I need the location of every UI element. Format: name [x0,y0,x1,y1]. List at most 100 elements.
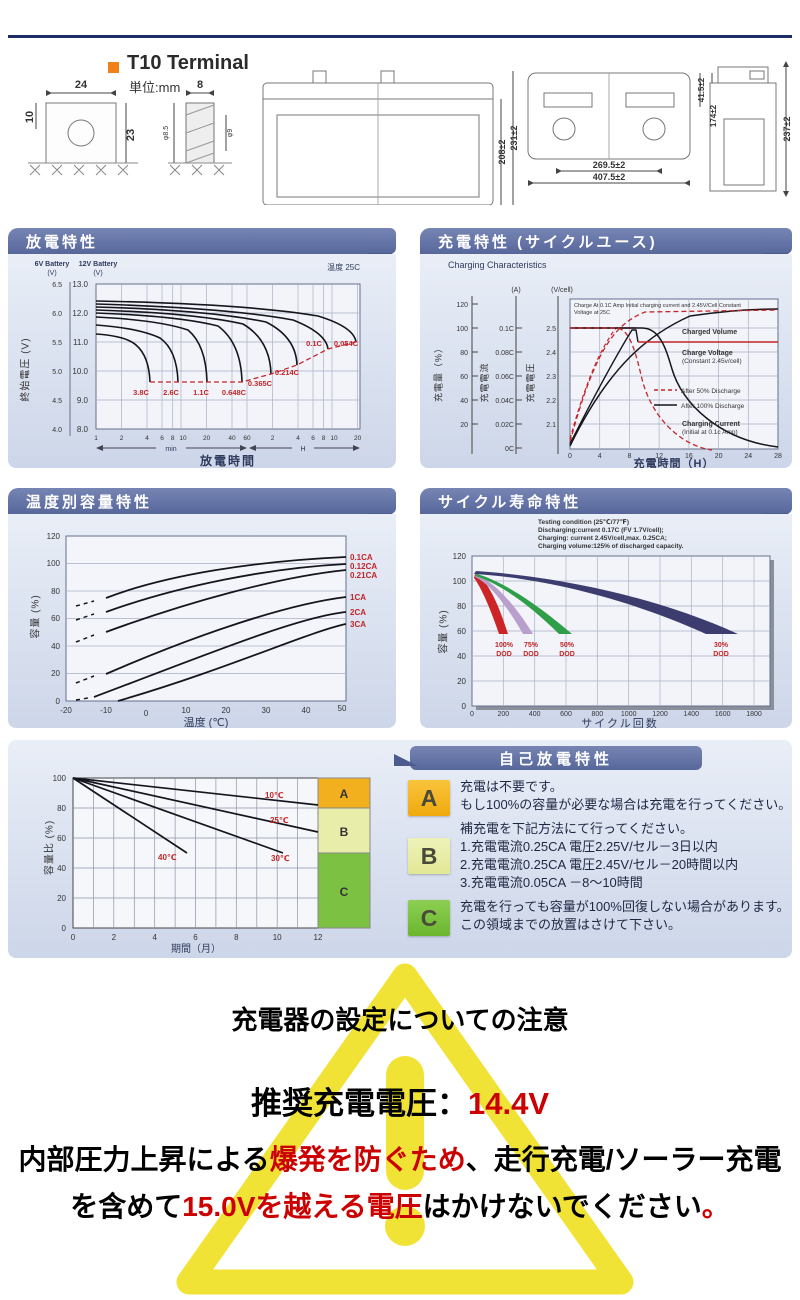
charge-note-line2: Voltage at 25C [574,310,610,316]
temperature-note: 温度 25C [327,262,360,272]
tick-label: 0 [56,697,61,706]
temp-line-label: 40℃ [158,853,177,862]
temp-line-label: 30℃ [271,854,290,863]
tick-label: 20 [57,894,66,903]
axis-unit: (V) [93,270,102,277]
charge-ylabel2: 充電電流 [479,362,490,403]
zone-c-rect [317,852,371,929]
dim-label: 237±2 [782,117,792,142]
legend-b-text: 3.充電電流0.05CA －8～10時間 [460,875,643,890]
tick-label: 10 [182,706,191,715]
tick-label: 13.0 [72,280,88,289]
terminal-unit-label: 単位:mm [129,80,181,95]
dim-label: 8 [197,79,203,91]
warning-text: を含めて [70,1191,183,1222]
self-discharge-header: 自己放電特性 [394,746,702,770]
self-discharge-panel: 自己放電特性 容量比 (%) A B C 100 80 [8,740,792,958]
size-section-header: サイズ [223,12,298,34]
tick-label: 20 [457,677,466,686]
tick-label: 100 [453,577,467,586]
tick-label: 6.0 [52,311,62,318]
legend-b-text: 1.充電電流0.25CA 電圧2.25V/セル－3日以内 [460,839,718,854]
rate-label: 0.054C [334,339,359,348]
zone-b-label: B [340,825,349,839]
dod-label: 100% [495,642,514,649]
tick-label: 20 [715,453,723,460]
tick-label: 5.5 [52,340,62,347]
tick-label: 12 [314,933,323,942]
zone-a-label: A [340,787,349,801]
tick-label: 24 [744,453,752,460]
tick-label: 2.3 [546,374,556,381]
cycle-life-ylabel: 容量 (%) [438,609,450,654]
rate-label: 1.1C [193,388,209,397]
rate-label: 3CA [350,620,366,629]
tick-label: 1400 [684,711,700,718]
legend-c-text: 充電を行っても容量が100%回復しない場合があります。 [460,899,790,914]
tick-label: 400 [529,711,541,718]
cycle-life-xlabel: サイクル回数 [581,717,658,728]
tick-label: 40 [302,706,311,715]
warning-title: 充電器の設定についての注意 [231,1005,569,1035]
zone-a-rect [317,777,371,809]
legend-after-100: After 100% Discharge [681,403,745,410]
tick-label: 6 [160,435,164,442]
tick-label: 2.2 [546,398,556,405]
charge-ylabel1: 充電量（%） [433,343,444,403]
band-100-dod [474,574,508,634]
tick-label: 8 [322,435,326,442]
tick-label: 11.0 [73,338,89,347]
tick-label: 8 [171,435,175,442]
legend-b-text: 補充電を下記方法にて行ってください。 [460,821,693,836]
tick-label: 40 [51,642,60,651]
test-condition-line2: Discharging:current 0.17C (FV 1.7V/cell)… [538,527,664,534]
axis-unit: (V/cell) [551,287,573,294]
tick-label: 8 [234,933,239,942]
discharge-ylabel: 終始電圧 (V) [20,337,32,402]
legend-after-50: After 50% Discharge [681,388,741,395]
tick-label: 60 [460,374,468,381]
tick-label: 0.06C [495,374,514,381]
legend-charging-current-sub: (Initial at 0.1c Amp) [682,429,738,436]
tick-label: 80 [51,587,60,596]
tick-label: 30 [262,706,271,715]
warning-recommended-voltage: 推奨充電電圧：14.4V [0,1078,800,1123]
tick-label: 4 [152,933,157,942]
tick-label: 10 [330,435,338,442]
tick-label: 200 [497,711,509,718]
tick-label: 40 [57,864,66,873]
rate-label: 0.1C [306,339,322,348]
dod-label: 75% [524,642,539,649]
tick-label: 9.0 [77,396,89,405]
tick-label: 100 [53,774,67,783]
tick-label: 20 [222,706,231,715]
warning-line2: を含めて15.0Vを越える電圧はかけないでください。 [0,1183,800,1230]
tick-label: 600 [560,711,572,718]
tick-label: 1 [94,435,98,442]
cycle-life-header: サイクル寿命特性 [420,488,792,525]
warning-rec-label: 推奨充電電圧： [250,1086,468,1121]
dim-label: 269.5±2 [593,160,625,170]
legend-a-badge: A [408,780,450,816]
zone-c-label: C [340,885,349,899]
axis-col-label: 12V Battery [79,261,118,268]
legend-c-badge: C [408,900,450,936]
tick-label: 6.5 [52,282,62,289]
tick-label: 60 [51,614,60,623]
temp-capacity-xlabel: 温度 (℃) [184,715,229,728]
tick-label: 16 [685,453,693,460]
dim-label: 231±2 [509,126,519,151]
charge-note-line1: Charge At 0.1C Amp Initial charging curr… [574,303,741,309]
tick-label: 2.4 [546,350,556,357]
temp-capacity-header: 温度別容量特性 [8,488,396,525]
battery-front-drawing [262,70,514,205]
tick-label: 4.5 [52,398,62,405]
rate-label: 0.648C [222,388,247,397]
rate-label: 0.21CA [350,571,377,580]
dimension-drawings: 24 10 23 8 φ8.5 φ9 208±2 231±2 269.5±2 4… [24,61,792,205]
chart-title: Charging Characteristics [448,260,547,270]
tick-label: 0 [470,711,474,718]
warning-text-red: 。 [701,1191,730,1222]
tick-label: 4 [145,435,149,442]
tick-label: 0C [505,446,514,453]
